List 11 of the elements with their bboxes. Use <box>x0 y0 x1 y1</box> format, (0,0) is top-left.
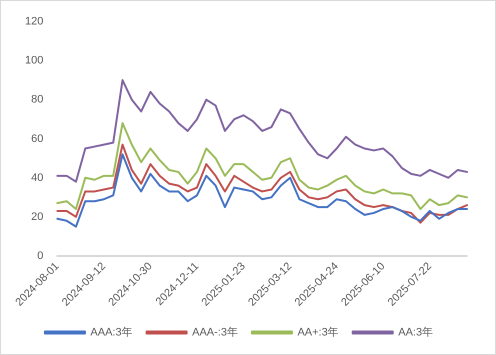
legend-label: AA+:3年 <box>297 326 339 339</box>
y-tick-label: 0 <box>37 250 44 262</box>
y-tick-label: 120 <box>24 16 44 28</box>
y-tick-label: 100 <box>24 54 44 67</box>
legend-label: AA:3年 <box>398 326 434 339</box>
y-tick-label: 80 <box>31 94 44 106</box>
y-tick-label: 40 <box>31 172 44 184</box>
y-tick-label: 20 <box>31 210 44 223</box>
y-tick-label: 60 <box>31 132 44 145</box>
legend-label: AAA:3年 <box>90 326 133 339</box>
legend-label: AAA-:3年 <box>192 326 238 339</box>
